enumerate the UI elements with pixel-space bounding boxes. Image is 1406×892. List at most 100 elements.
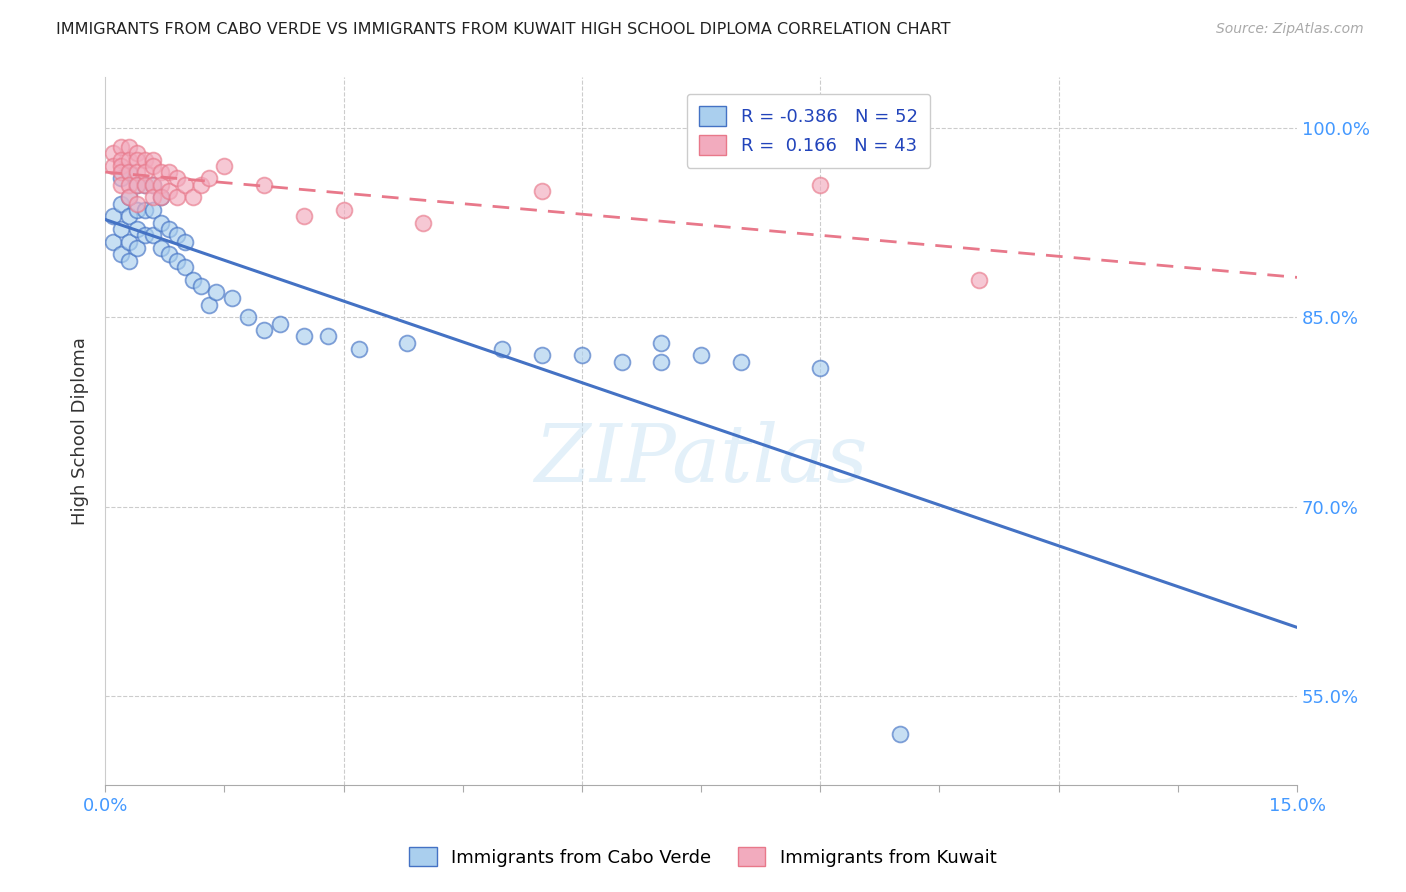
Point bbox=[110, 247, 132, 261]
Point bbox=[110, 159, 132, 173]
Point bbox=[166, 190, 188, 204]
Point bbox=[253, 178, 276, 192]
Point bbox=[571, 348, 593, 362]
Point bbox=[110, 171, 132, 186]
Point bbox=[125, 178, 148, 192]
Point bbox=[134, 228, 156, 243]
Point bbox=[173, 178, 195, 192]
Point bbox=[650, 354, 672, 368]
Point bbox=[142, 178, 165, 192]
Point bbox=[142, 228, 165, 243]
Point bbox=[125, 196, 148, 211]
Point bbox=[149, 241, 172, 255]
Point bbox=[166, 171, 188, 186]
Point bbox=[149, 178, 172, 192]
Point bbox=[190, 278, 212, 293]
Point bbox=[808, 360, 831, 375]
Point bbox=[142, 159, 165, 173]
Point bbox=[332, 202, 354, 217]
Legend: R = -0.386   N = 52, R =  0.166   N = 43: R = -0.386 N = 52, R = 0.166 N = 43 bbox=[686, 94, 931, 168]
Point bbox=[125, 178, 148, 192]
Text: Source: ZipAtlas.com: Source: ZipAtlas.com bbox=[1216, 22, 1364, 37]
Point bbox=[101, 210, 124, 224]
Point bbox=[491, 342, 513, 356]
Point bbox=[166, 228, 188, 243]
Point bbox=[214, 159, 236, 173]
Point bbox=[118, 235, 141, 249]
Point bbox=[531, 348, 554, 362]
Point bbox=[396, 335, 419, 350]
Point bbox=[101, 146, 124, 161]
Point bbox=[118, 178, 141, 192]
Point bbox=[110, 178, 132, 192]
Point bbox=[181, 190, 204, 204]
Point bbox=[125, 153, 148, 167]
Point bbox=[157, 222, 180, 236]
Point bbox=[349, 342, 371, 356]
Point bbox=[142, 178, 165, 192]
Point bbox=[292, 210, 315, 224]
Point bbox=[412, 216, 434, 230]
Legend: Immigrants from Cabo Verde, Immigrants from Kuwait: Immigrants from Cabo Verde, Immigrants f… bbox=[402, 840, 1004, 874]
Point bbox=[650, 335, 672, 350]
Point bbox=[197, 171, 219, 186]
Point bbox=[173, 260, 195, 274]
Point bbox=[125, 241, 148, 255]
Point bbox=[118, 165, 141, 179]
Point bbox=[134, 178, 156, 192]
Point bbox=[118, 190, 141, 204]
Point bbox=[253, 323, 276, 337]
Point bbox=[221, 292, 243, 306]
Point bbox=[134, 178, 156, 192]
Point bbox=[125, 146, 148, 161]
Point bbox=[197, 298, 219, 312]
Point bbox=[142, 153, 165, 167]
Point bbox=[531, 184, 554, 198]
Point bbox=[157, 165, 180, 179]
Point bbox=[134, 165, 156, 179]
Point bbox=[292, 329, 315, 343]
Point bbox=[134, 202, 156, 217]
Point bbox=[118, 140, 141, 154]
Point bbox=[142, 190, 165, 204]
Point bbox=[808, 178, 831, 192]
Point bbox=[316, 329, 339, 343]
Point bbox=[149, 165, 172, 179]
Point bbox=[110, 165, 132, 179]
Point bbox=[125, 165, 148, 179]
Point bbox=[118, 253, 141, 268]
Point bbox=[142, 202, 165, 217]
Point bbox=[157, 184, 180, 198]
Point bbox=[118, 190, 141, 204]
Y-axis label: High School Diploma: High School Diploma bbox=[72, 337, 89, 525]
Point bbox=[610, 354, 633, 368]
Point bbox=[166, 253, 188, 268]
Text: IMMIGRANTS FROM CABO VERDE VS IMMIGRANTS FROM KUWAIT HIGH SCHOOL DIPLOMA CORRELA: IMMIGRANTS FROM CABO VERDE VS IMMIGRANTS… bbox=[56, 22, 950, 37]
Point bbox=[134, 153, 156, 167]
Point bbox=[118, 210, 141, 224]
Point bbox=[110, 153, 132, 167]
Point bbox=[730, 354, 752, 368]
Point bbox=[173, 235, 195, 249]
Text: ZIPatlas: ZIPatlas bbox=[534, 421, 868, 498]
Point bbox=[110, 196, 132, 211]
Point bbox=[125, 202, 148, 217]
Point bbox=[269, 317, 291, 331]
Point bbox=[149, 190, 172, 204]
Point bbox=[110, 140, 132, 154]
Point bbox=[238, 310, 260, 325]
Point bbox=[110, 222, 132, 236]
Point bbox=[118, 153, 141, 167]
Point bbox=[101, 159, 124, 173]
Point bbox=[690, 348, 713, 362]
Point bbox=[967, 272, 990, 286]
Point bbox=[190, 178, 212, 192]
Point bbox=[149, 216, 172, 230]
Point bbox=[157, 247, 180, 261]
Point bbox=[125, 222, 148, 236]
Point bbox=[181, 272, 204, 286]
Point bbox=[889, 727, 911, 741]
Point bbox=[205, 285, 228, 300]
Point bbox=[101, 235, 124, 249]
Point bbox=[118, 165, 141, 179]
